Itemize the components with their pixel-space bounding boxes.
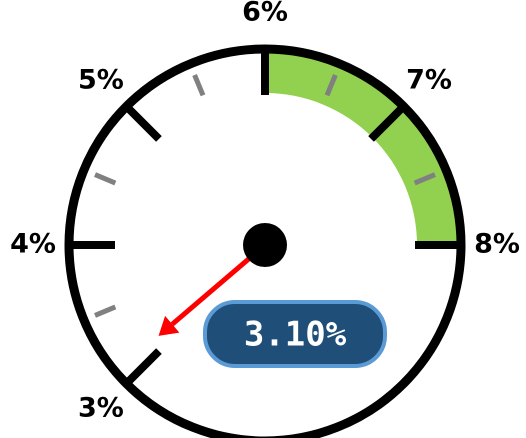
- minor-tick: [94, 172, 117, 186]
- tick-label: 3%: [78, 393, 124, 424]
- minor-tick: [94, 304, 117, 318]
- tick-label: 5%: [78, 64, 124, 95]
- major-tick: [124, 348, 162, 386]
- tick-label: 4%: [10, 229, 56, 260]
- value-box: [203, 300, 387, 368]
- needle-head: [158, 315, 180, 336]
- tick-label: 8%: [474, 229, 520, 260]
- tick-label: 7%: [406, 64, 452, 95]
- tick-label: 6%: [242, 0, 288, 28]
- needle-hub: [243, 223, 287, 267]
- major-tick: [124, 104, 162, 142]
- gauge-ring: [64, 44, 466, 438]
- major-tick: [368, 104, 406, 142]
- minor-tick: [324, 74, 338, 97]
- gauge-band: [265, 51, 459, 245]
- minor-tick: [192, 74, 206, 97]
- value-label: 3.10%: [244, 315, 347, 355]
- minor-tick: [413, 172, 436, 186]
